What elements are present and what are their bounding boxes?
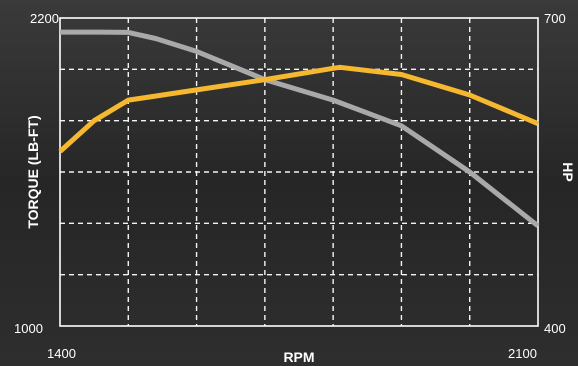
x-axis-title: RPM	[283, 349, 314, 365]
y-left-tick-min: 1000	[14, 321, 43, 336]
plot-frame	[59, 17, 539, 327]
y-right-axis-title: HP	[560, 162, 576, 181]
grid	[60, 18, 538, 326]
x-tick-max: 2100	[508, 346, 537, 361]
x-tick-min: 1400	[47, 346, 76, 361]
torque-series-line	[60, 29, 540, 228]
y-right-tick-max: 700	[544, 11, 566, 26]
y-left-tick-max: 2200	[30, 11, 59, 26]
hp-series-line	[58, 64, 539, 154]
series-group	[58, 29, 540, 228]
y-right-tick-min: 400	[544, 321, 566, 336]
y-left-axis-title: TORQUE (LB-FT)	[25, 115, 41, 228]
